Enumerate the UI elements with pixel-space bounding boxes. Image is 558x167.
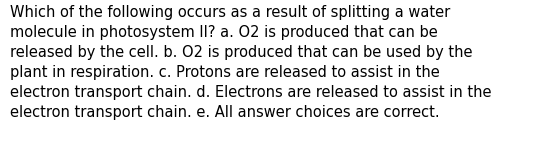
Text: Which of the following occurs as a result of splitting a water
molecule in photo: Which of the following occurs as a resul… [10,5,492,120]
